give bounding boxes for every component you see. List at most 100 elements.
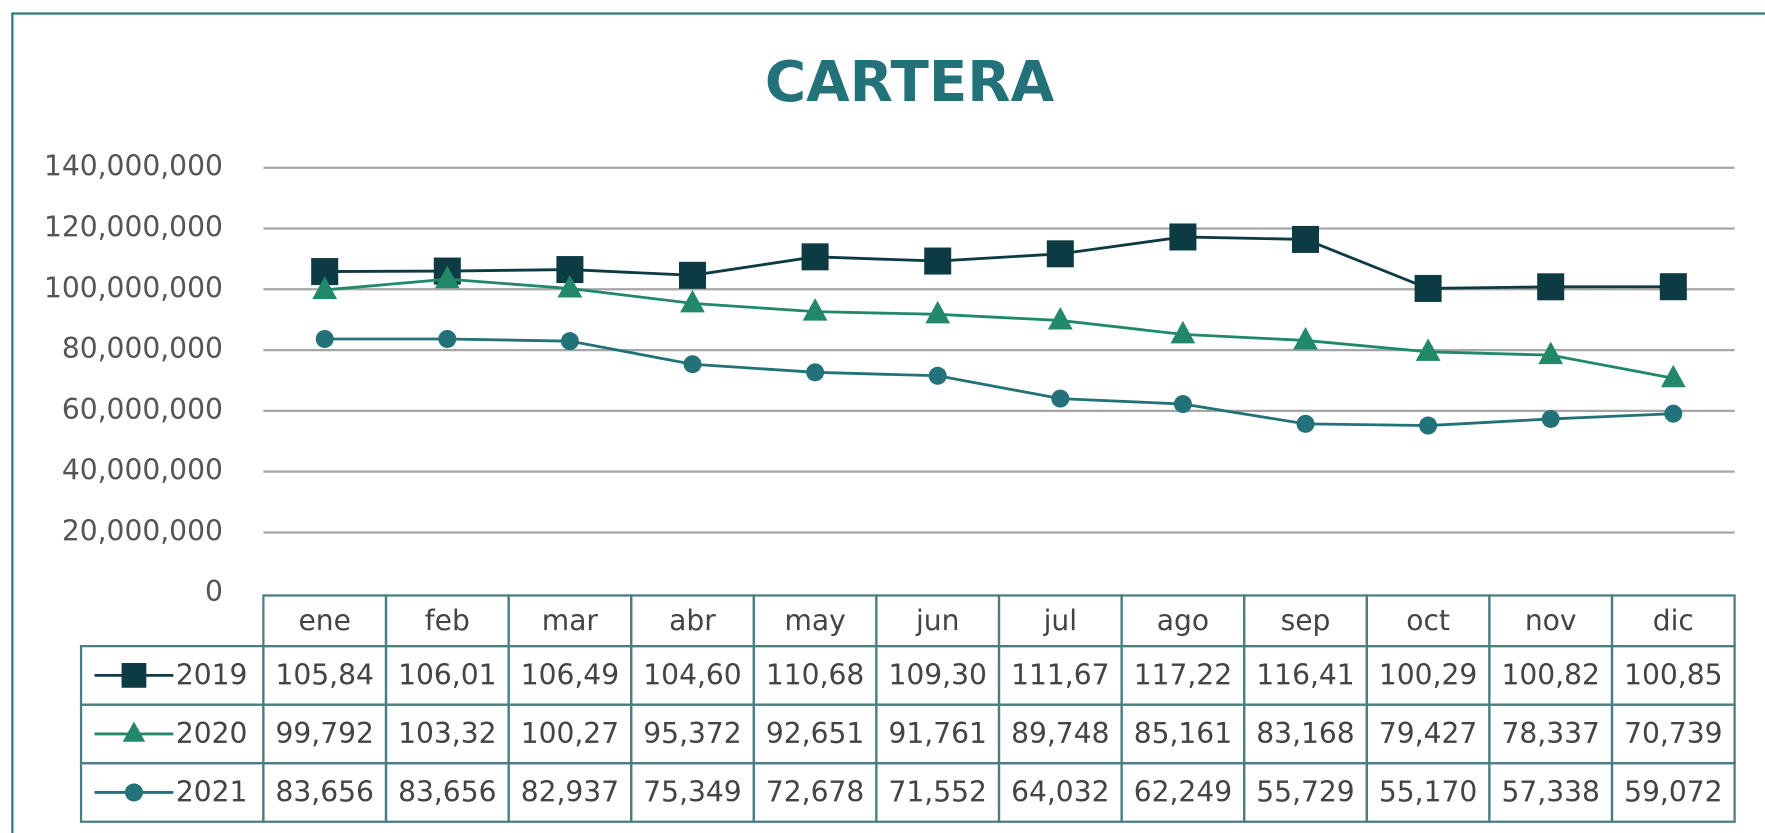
- table-value: 72,678: [766, 776, 864, 809]
- point-marker: [928, 366, 947, 385]
- category-label: dic: [1653, 604, 1694, 637]
- table-value: 75,349: [643, 776, 741, 809]
- point-marker: [1046, 240, 1074, 268]
- point-marker: [924, 247, 952, 275]
- category-label: ago: [1157, 604, 1209, 637]
- table-value: 100,82: [1501, 659, 1599, 692]
- y-tick-label: 20,000,000: [62, 514, 223, 547]
- point-marker: [1170, 320, 1196, 344]
- category-label: oct: [1406, 604, 1450, 637]
- point-marker: [1419, 416, 1438, 435]
- y-tick-label: 60,000,000: [62, 393, 223, 426]
- table-value: 116,41: [1256, 659, 1354, 692]
- point-marker: [1051, 389, 1070, 408]
- table-value: 111,67: [1011, 659, 1109, 692]
- table-value: 100,27: [521, 717, 619, 750]
- category-label: sep: [1281, 604, 1331, 637]
- point-marker: [557, 274, 583, 298]
- legend-label: 2019: [176, 659, 248, 692]
- legend-marker: [121, 663, 147, 688]
- table-value: 83,656: [275, 776, 373, 809]
- chart-border: [11, 12, 1765, 833]
- y-tick-label: 80,000,000: [62, 332, 223, 365]
- table-value: 100,29: [1379, 659, 1477, 692]
- table-value: 110,68: [766, 659, 864, 692]
- point-marker: [1415, 338, 1441, 361]
- point-marker: [801, 243, 829, 271]
- category-label: nov: [1525, 604, 1577, 637]
- y-tick-label: 0: [205, 575, 223, 608]
- table-value: 91,761: [888, 717, 986, 750]
- table-cell: [1610, 762, 1736, 823]
- table-value: 92,651: [766, 717, 864, 750]
- point-marker: [683, 355, 702, 374]
- point-marker: [1169, 223, 1197, 251]
- table-value: 103,32: [398, 717, 496, 750]
- point-marker: [315, 329, 334, 348]
- table-value: 57,338: [1501, 776, 1599, 809]
- point-marker: [1659, 273, 1687, 301]
- category-label: abr: [669, 604, 716, 637]
- table-value: 117,22: [1134, 659, 1232, 692]
- table-value: 64,032: [1011, 776, 1109, 809]
- point-marker: [438, 329, 457, 348]
- point-marker: [925, 300, 951, 324]
- table-value: 106,01: [398, 659, 496, 692]
- point-marker: [802, 298, 828, 321]
- y-tick-label: 100,000,000: [44, 271, 223, 304]
- point-marker: [434, 265, 460, 289]
- category-label: jul: [1043, 604, 1077, 637]
- table-value: 55,729: [1256, 776, 1354, 809]
- point-marker: [560, 332, 579, 351]
- series-line: [324, 337, 1674, 427]
- legend-marker: [122, 721, 146, 742]
- table-value: 99,792: [275, 717, 373, 750]
- table-value: 82,937: [521, 776, 619, 809]
- y-tick-label: 40,000,000: [62, 454, 223, 487]
- category-label: may: [784, 604, 845, 637]
- table-value: 79,427: [1379, 717, 1477, 750]
- table-value: 70,739: [1624, 717, 1722, 750]
- point-marker: [1660, 364, 1686, 388]
- table-value: 71,552: [888, 776, 986, 809]
- point-marker: [806, 363, 825, 382]
- series-line: [324, 277, 1674, 380]
- point-marker: [312, 276, 338, 299]
- legend-marker: [124, 783, 143, 802]
- point-marker: [1414, 274, 1442, 302]
- point-marker: [1537, 273, 1565, 301]
- table-value: 55,170: [1379, 776, 1477, 809]
- point-marker: [1664, 404, 1683, 423]
- table-value: 83,168: [1256, 717, 1354, 750]
- y-tick-label: 120,000,000: [44, 211, 223, 244]
- legend-label: 2021: [176, 776, 248, 809]
- table-value: 95,372: [643, 717, 741, 750]
- table-value: 105,84: [275, 659, 373, 692]
- point-marker: [680, 289, 705, 313]
- table-value: 106,49: [521, 659, 619, 692]
- category-label: mar: [542, 604, 599, 637]
- table-value: 59,072: [1624, 776, 1722, 809]
- chart-title: CARTERA: [765, 50, 1055, 115]
- category-label: ene: [298, 604, 350, 637]
- point-marker: [1173, 395, 1192, 414]
- point-marker: [1291, 225, 1320, 253]
- table-value: 100,85: [1624, 659, 1722, 692]
- table-value: 85,161: [1134, 717, 1232, 750]
- table-value: 78,337: [1501, 717, 1599, 750]
- point-marker: [678, 261, 707, 289]
- y-tick-label: 140,000,000: [44, 150, 223, 183]
- category-label: jun: [915, 604, 959, 637]
- table-value: 104,60: [643, 659, 741, 692]
- point-marker: [1293, 326, 1318, 350]
- table-value: 62,249: [1134, 776, 1232, 809]
- point-marker: [1296, 414, 1315, 433]
- category-label: feb: [425, 604, 470, 637]
- table-value: 83,656: [398, 776, 496, 809]
- point-marker: [1538, 341, 1564, 365]
- table-value: 109,30: [888, 659, 986, 692]
- legend-label: 2020: [176, 717, 248, 750]
- series-line: [324, 235, 1674, 290]
